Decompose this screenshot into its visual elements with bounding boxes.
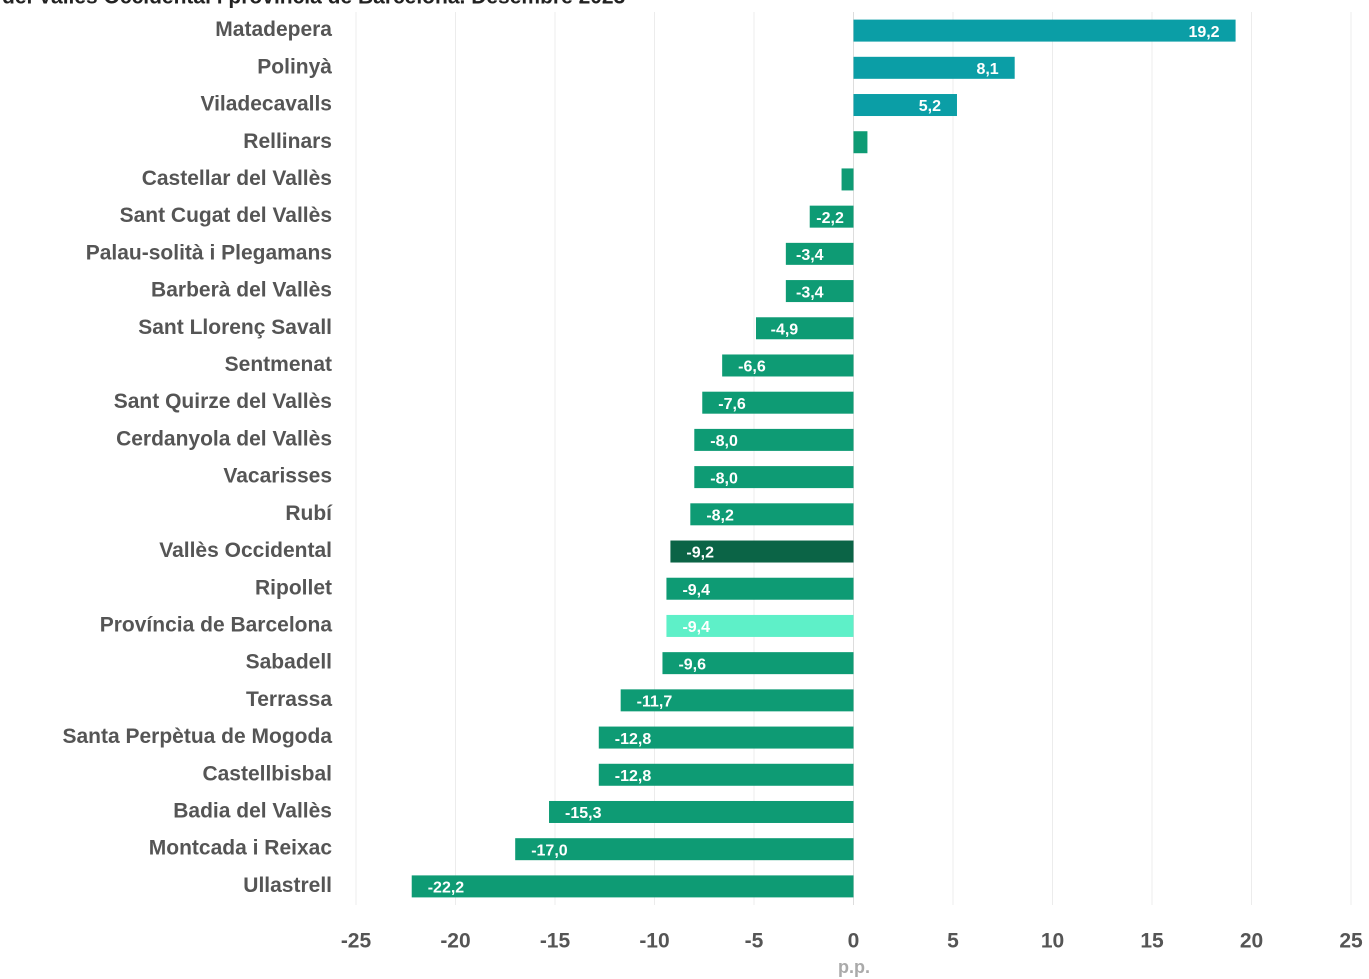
y-tick-label: Sant Llorenç Savall — [138, 316, 332, 339]
y-tick-label: Polinyà — [257, 55, 332, 78]
y-tick-label: Sabadell — [246, 651, 332, 674]
bar — [694, 428, 854, 451]
y-tick-label: Sant Quirze del Vallès — [114, 390, 332, 413]
bar — [853, 94, 957, 117]
bar — [809, 205, 854, 228]
y-tick-label: Santa Perpètua de Mogoda — [62, 725, 332, 748]
value-label: -9,6 — [678, 656, 706, 673]
y-tick-label: Cerdanyola del Vallès — [116, 427, 332, 450]
value-label: -9,2 — [686, 545, 714, 562]
y-tick-label: Província de Barcelona — [100, 613, 333, 636]
value-label: -12,8 — [615, 731, 652, 748]
value-label: -2,2 — [816, 210, 844, 227]
value-label: -9,4 — [682, 619, 710, 636]
value-label: -8,0 — [710, 433, 738, 450]
y-tick-label: Sentmenat — [225, 353, 332, 376]
value-label: -17,0 — [531, 842, 568, 859]
y-tick-label: Matadepera — [215, 18, 332, 41]
value-label: -3,4 — [796, 284, 824, 301]
bar — [662, 652, 854, 675]
bar — [841, 168, 854, 191]
x-tick-label: 15 — [1140, 930, 1164, 953]
value-label: 19,2 — [1188, 24, 1219, 41]
value-label: -8,0 — [710, 470, 738, 487]
y-tick-label: Castellar del Vallès — [142, 167, 332, 190]
y-tick-label: Castellbisbal — [202, 762, 332, 785]
bar — [755, 317, 854, 340]
bar — [702, 391, 854, 414]
x-tick-label: 5 — [947, 930, 959, 953]
value-label: -4,9 — [771, 321, 799, 338]
x-tick-label: 10 — [1041, 930, 1064, 953]
y-tick-label: Sant Cugat del Vallès — [120, 204, 332, 227]
bar — [670, 540, 854, 563]
x-tick-label: -25 — [341, 930, 372, 953]
x-tick-label: -15 — [540, 930, 571, 953]
bar — [785, 280, 854, 303]
value-label: -22,2 — [428, 880, 465, 897]
x-tick-label: 20 — [1240, 930, 1263, 953]
value-label: 5,2 — [919, 98, 941, 115]
value-label: 8,1 — [976, 61, 998, 78]
y-tick-label: Badia del Vallès — [173, 800, 332, 823]
bar — [598, 763, 854, 786]
x-tick-label: -5 — [745, 930, 764, 953]
value-label: -12,8 — [615, 768, 652, 785]
bar — [853, 131, 868, 154]
value-label: -7,6 — [718, 396, 746, 413]
bar — [411, 875, 854, 898]
bar — [785, 242, 854, 265]
y-tick-label: Rubí — [285, 502, 333, 525]
value-label: -3,4 — [796, 247, 824, 264]
x-tick-label: 25 — [1339, 930, 1363, 953]
bar — [853, 56, 1015, 79]
bar — [598, 726, 854, 749]
x-tick-label: -10 — [639, 930, 669, 953]
bar — [694, 466, 854, 489]
chart-title: del Vallès Occidental i província de Bar… — [2, 0, 625, 9]
value-label: -8,2 — [706, 508, 734, 525]
bar — [620, 689, 854, 712]
y-tick-label: Vacarisses — [223, 465, 332, 488]
value-label: -9,4 — [682, 582, 710, 599]
bar — [515, 838, 854, 861]
y-tick-label: Vallès Occidental — [159, 539, 332, 562]
value-label: -11,7 — [637, 694, 673, 711]
x-tick-label: 0 — [848, 930, 860, 953]
y-tick-label: Ullastrell — [243, 874, 332, 897]
y-tick-label: Palau-solità i Plegamans — [86, 241, 332, 264]
bar — [690, 503, 854, 526]
y-tick-label: Viladecavalls — [200, 93, 332, 116]
y-tick-label: Terrassa — [246, 688, 332, 711]
bar — [666, 577, 854, 600]
value-label: -15,3 — [565, 805, 602, 822]
bar — [853, 19, 1236, 42]
x-tick-label: -20 — [440, 930, 470, 953]
y-tick-label: Montcada i Reixac — [149, 837, 333, 860]
y-tick-label: Ripollet — [255, 576, 332, 599]
y-tick-label: Barberà del Vallès — [151, 279, 332, 302]
y-tick-label: Rellinars — [243, 130, 332, 153]
x-axis-label: p.p. — [838, 957, 870, 977]
value-label: -6,6 — [738, 359, 766, 376]
bar — [549, 800, 854, 823]
bar — [722, 354, 854, 377]
bar — [666, 614, 854, 637]
